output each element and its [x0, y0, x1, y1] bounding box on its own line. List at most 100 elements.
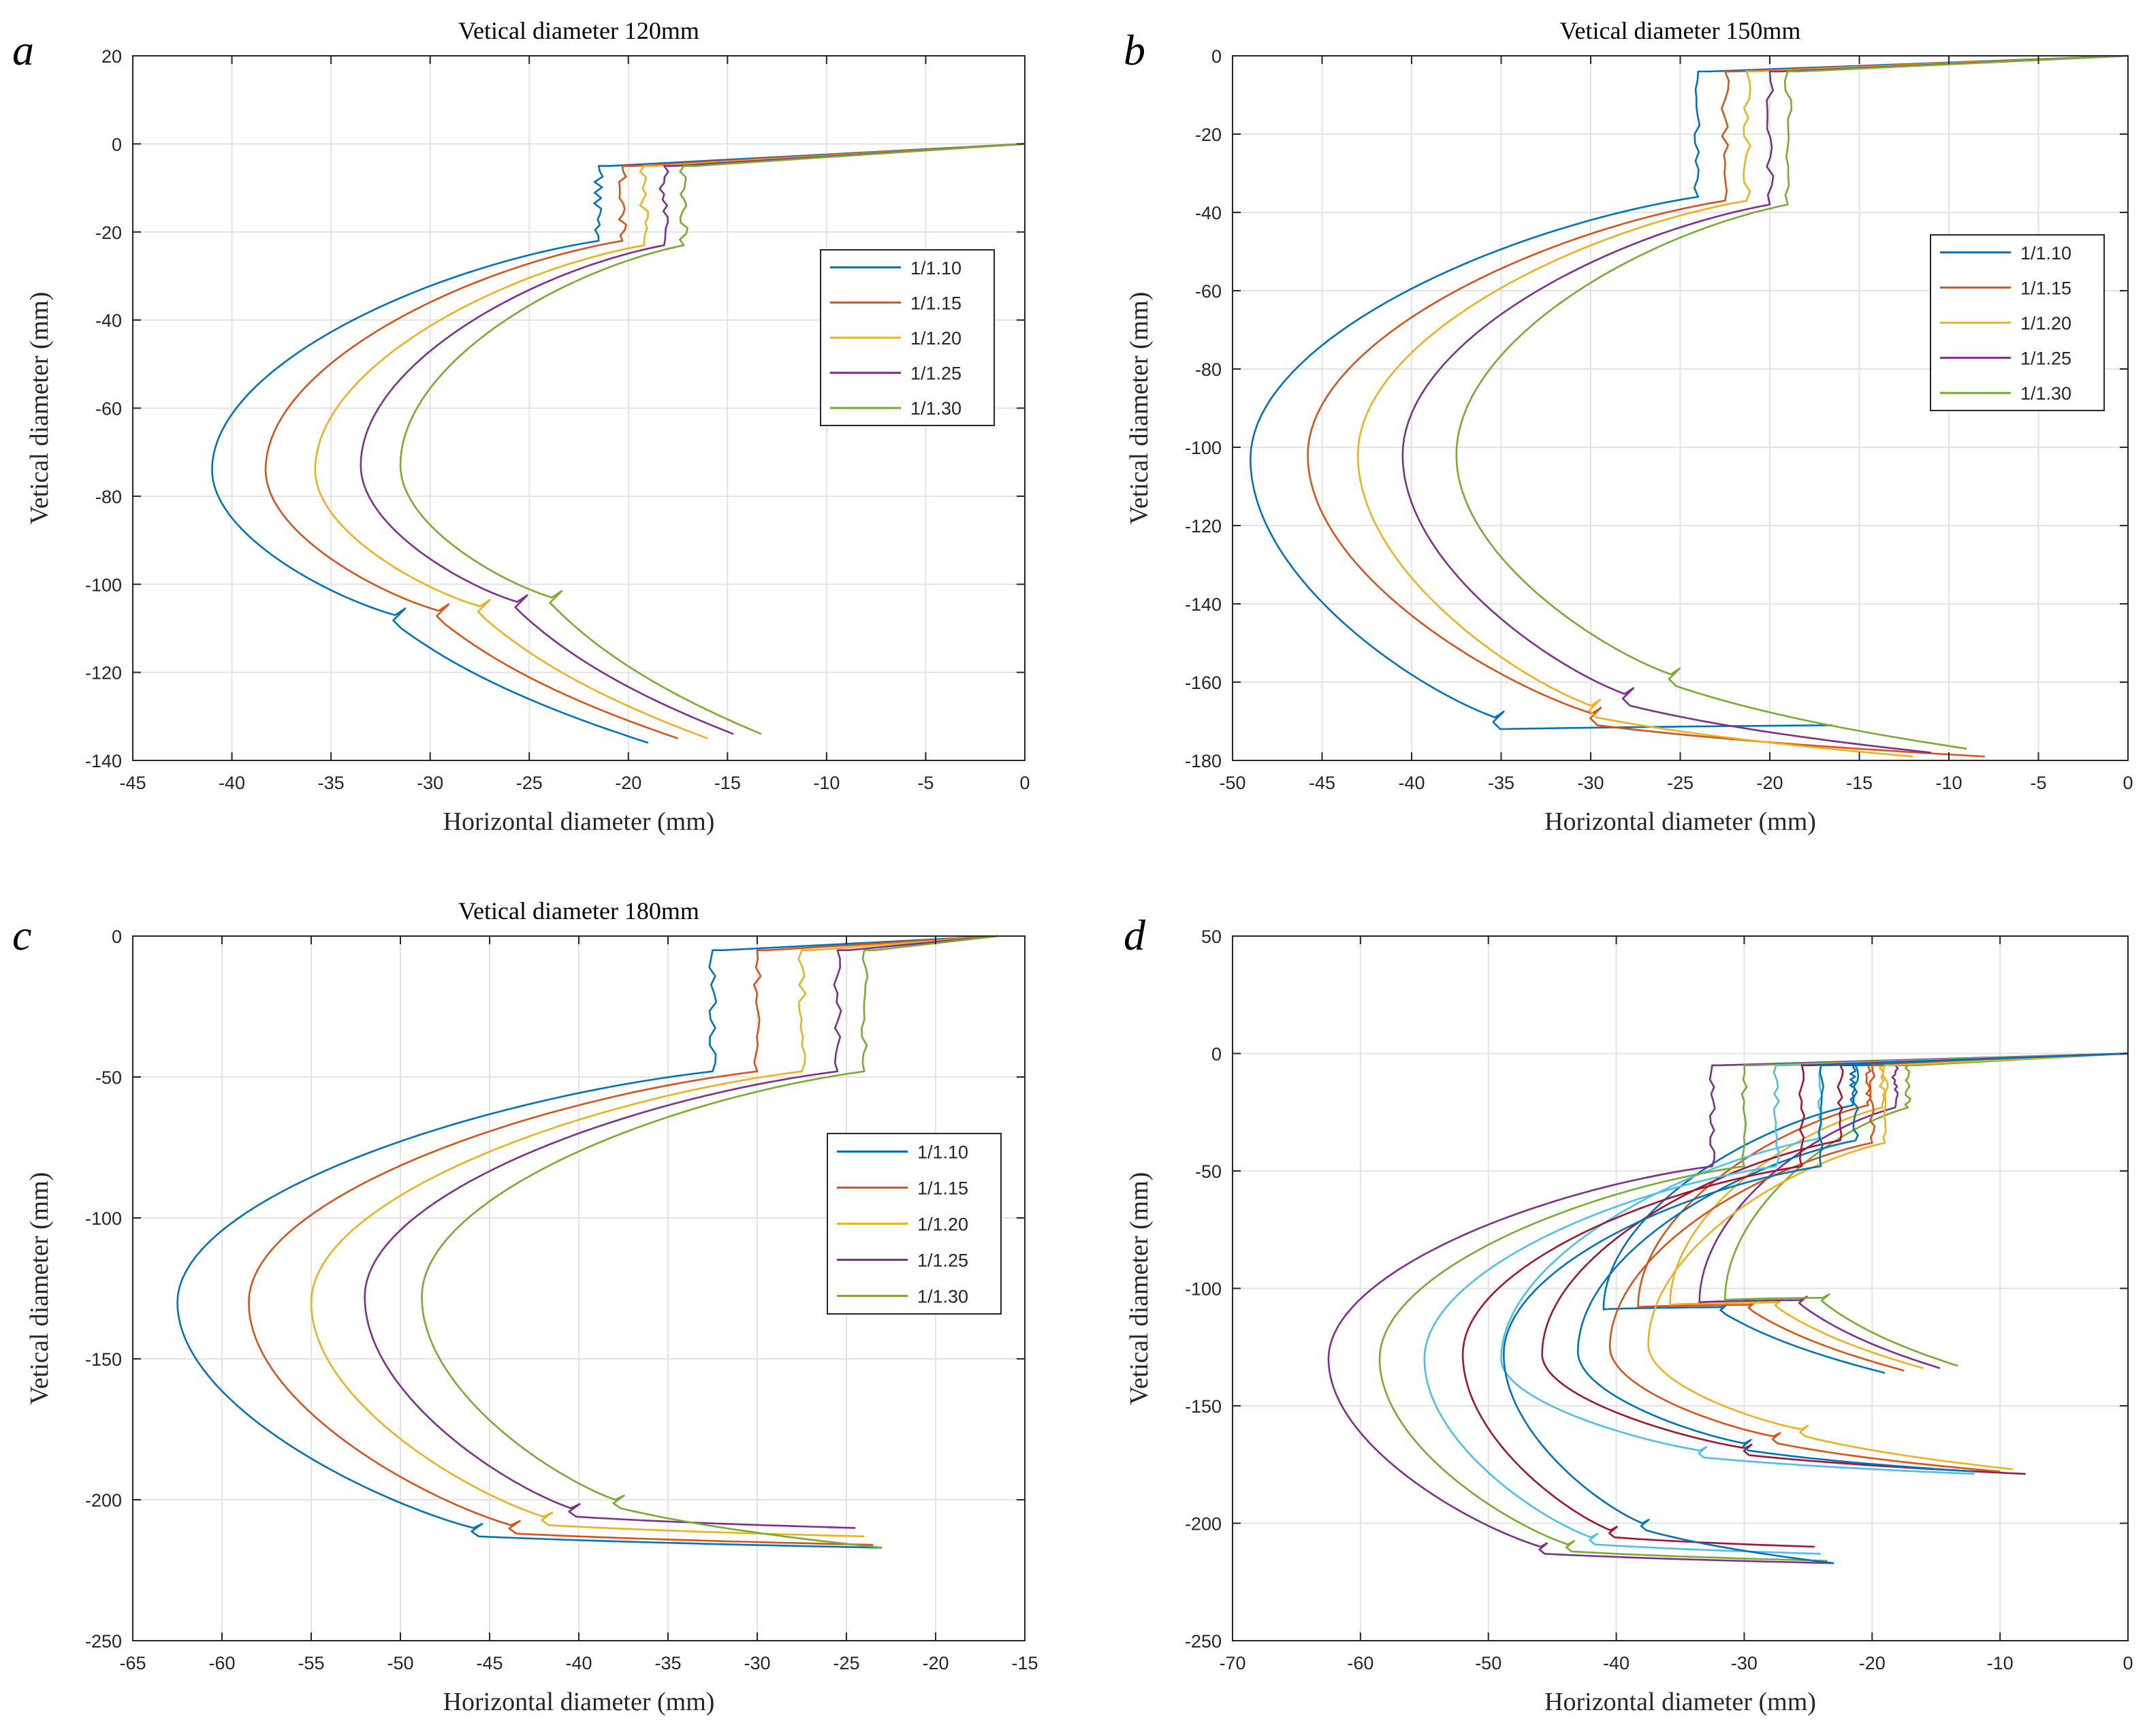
- legend-entry: 1/1.10: [917, 1142, 968, 1163]
- y-tick-label: -180: [1185, 751, 1222, 771]
- series-line-1-1-20: [310, 935, 998, 1538]
- legend: 1/1.10 1/1.15 1/1.20 1/1.25 1/1.30: [820, 249, 995, 426]
- x-tick-label: -70: [1219, 1653, 1245, 1673]
- y-axis-label: Vetical diameter (mm): [1125, 1172, 1154, 1405]
- x-tick-label: -20: [1756, 773, 1783, 793]
- y-tick-label: -140: [85, 751, 122, 771]
- x-tick-label: -50: [1475, 1653, 1502, 1673]
- x-tick-label: -40: [1398, 773, 1425, 793]
- series-line-1-1-25: [360, 143, 1026, 735]
- panel-label: a: [12, 26, 34, 74]
- y-tick-label: -60: [95, 399, 122, 419]
- y-tick-label: -20: [1195, 125, 1222, 145]
- x-tick-label: 0: [2123, 773, 2133, 793]
- y-tick-label: -80: [95, 487, 122, 507]
- x-tick-label: -15: [1846, 773, 1873, 793]
- series-line-1-1-20: [1356, 54, 2129, 758]
- x-tick-label: -10: [813, 773, 840, 793]
- y-axis-label: Vetical diameter (mm): [1125, 292, 1154, 525]
- y-tick-label: 0: [1211, 1044, 1222, 1065]
- y-tick-label: 0: [112, 927, 122, 947]
- x-tick-label: -15: [1011, 1653, 1038, 1673]
- panel-b: -50 -45 -40 -35 -30 -25 -20 -15 -10 -5 0-180-160-1…: [1124, 17, 2133, 836]
- x-tick-label: -30: [417, 773, 443, 793]
- x-axis-label: Horizontal diameter (mm): [1544, 807, 1816, 836]
- series-line-1-1-15: [1307, 54, 2129, 758]
- legend-entry: 1/1.15: [910, 293, 962, 313]
- x-tick-label: -20: [615, 773, 641, 793]
- legend-entry: 1/1.30: [2020, 383, 2071, 404]
- x-tick-label: -10: [1987, 1653, 2014, 1673]
- series-line-1-1-30: [1455, 54, 2129, 750]
- y-tick-label: -60: [1195, 281, 1222, 302]
- y-tick-label: -160: [1185, 673, 1222, 693]
- y-tick-label: -50: [1195, 1161, 1222, 1182]
- x-tick-label: -10: [1935, 773, 1962, 793]
- x-tick-label: -35: [654, 1653, 681, 1673]
- series-line-1-1-10: [211, 143, 1026, 744]
- x-tick-label: -25: [1667, 773, 1694, 793]
- legend-entry: 1/1.25: [917, 1251, 968, 1271]
- legend: 1/1.10 1/1.15 1/1.20 1/1.25 1/1.30: [827, 1133, 1002, 1315]
- x-tick-label: 0: [1019, 773, 1030, 793]
- x-tick-label: -5: [2030, 773, 2046, 793]
- x-tick-label: -20: [922, 1653, 949, 1673]
- x-tick-label: -30: [1577, 773, 1604, 793]
- y-tick-label: -100: [85, 575, 122, 595]
- x-tick-label: 0: [2123, 1653, 2133, 1673]
- y-tick-label: -50: [95, 1067, 122, 1088]
- y-tick-label: 20: [101, 46, 122, 67]
- y-tick-label: 0: [1211, 46, 1222, 67]
- x-axis-label: Horizontal diameter (mm): [443, 807, 715, 836]
- series-line-1-1-30: [399, 143, 1026, 735]
- x-tick-label: -30: [744, 1653, 770, 1673]
- legend-entry: 1/1.30: [917, 1287, 968, 1307]
- series-line-curve-7: [1576, 1052, 2129, 1473]
- y-tick-label: -100: [1185, 1279, 1222, 1300]
- series-line-1-1-30: [421, 935, 998, 1549]
- panel-d: -70 -60 -50 -40 -30 -20 -10 0-250-200-150-100-5…: [1124, 911, 2133, 1716]
- y-tick-label: 50: [1201, 927, 1222, 947]
- legend-entry: 1/1.25: [2020, 349, 2071, 369]
- series-line-1-1-15: [248, 935, 998, 1546]
- panel-label: c: [12, 911, 31, 959]
- legend-entry: 1/1.20: [910, 328, 962, 349]
- series-line-curve-11: [1378, 1052, 2129, 1562]
- y-tick-label: -100: [85, 1208, 122, 1229]
- series-line-1-1-10: [176, 935, 998, 1549]
- x-tick-label: -25: [833, 1653, 859, 1673]
- x-tick-label: -40: [565, 1653, 592, 1673]
- y-tick-label: -40: [95, 310, 122, 331]
- series-line-curve-13: [1461, 1052, 2129, 1548]
- legend-entry: 1/1.20: [917, 1215, 968, 1235]
- x-tick-label: -35: [318, 773, 345, 793]
- series-line-1-1-10: [1250, 54, 2129, 730]
- series-line-curve-10: [1327, 1052, 2129, 1564]
- x-tick-label: -25: [516, 773, 543, 793]
- y-axis-label: Vetical diameter (mm): [25, 292, 54, 525]
- y-tick-label: -120: [85, 663, 122, 684]
- series-line-curve-8: [1608, 1052, 2129, 1473]
- x-tick-label: -45: [476, 1653, 503, 1673]
- x-tick-label: -50: [1219, 773, 1245, 793]
- y-tick-label: -200: [1185, 1514, 1222, 1534]
- y-tick-label: -100: [1185, 438, 1222, 458]
- series-line-curve-9: [1647, 1052, 2129, 1470]
- series-line-1-1-20: [314, 143, 1026, 739]
- x-tick-label: -45: [119, 773, 146, 793]
- chart-title: Vetical diameter 180mm: [458, 897, 699, 925]
- series-line-curve-14: [1503, 1052, 2129, 1564]
- y-tick-label: -250: [85, 1631, 122, 1652]
- chart-title: Vetical diameter 150mm: [1560, 17, 1801, 44]
- y-tick-label: -200: [85, 1490, 122, 1511]
- y-axis-label: Vetical diameter (mm): [25, 1172, 54, 1405]
- panel-label: b: [1124, 26, 1145, 74]
- x-tick-label: -65: [119, 1653, 146, 1673]
- legend-entry: 1/1.30: [910, 398, 962, 419]
- panel-a: -45 -40 -35 -30 -25 -20 -15 -10 -5 0 -140 -120 -100 -…: [12, 17, 1030, 836]
- x-axis-label: Horizontal diameter (mm): [443, 1688, 715, 1716]
- legend: 1/1.10 1/1.15 1/1.20 1/1.25 1/1.30: [1930, 234, 2105, 411]
- x-tick-label: -40: [219, 773, 245, 793]
- x-tick-label: -50: [387, 1653, 413, 1673]
